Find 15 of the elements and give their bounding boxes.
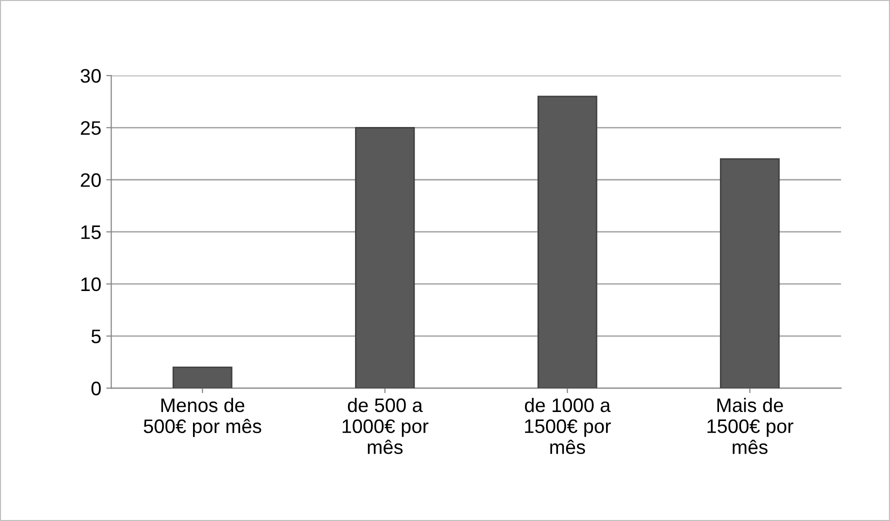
y-tick-label: 30 [80, 69, 101, 83]
x-tick-label: Mais de 1500€ por mês [708, 398, 794, 454]
x-tick-label: de 500 a 1000€ por mês [342, 398, 428, 454]
y-tick-label: 25 [80, 121, 101, 135]
y-tick-label: 20 [80, 173, 101, 187]
bar [355, 126, 415, 388]
bar [537, 96, 598, 388]
y-tick-label: 10 [81, 277, 101, 292]
y-tick-label: 15 [81, 226, 101, 240]
bar [720, 158, 780, 388]
y-tick-label: 5 [91, 330, 101, 344]
bar [172, 366, 232, 388]
x-tick-label: Menos de 500€ por mês [144, 398, 262, 438]
y-tick-label: 0 [91, 382, 101, 396]
x-tick-label: de 1000 a 1500€ por mês [524, 398, 611, 454]
